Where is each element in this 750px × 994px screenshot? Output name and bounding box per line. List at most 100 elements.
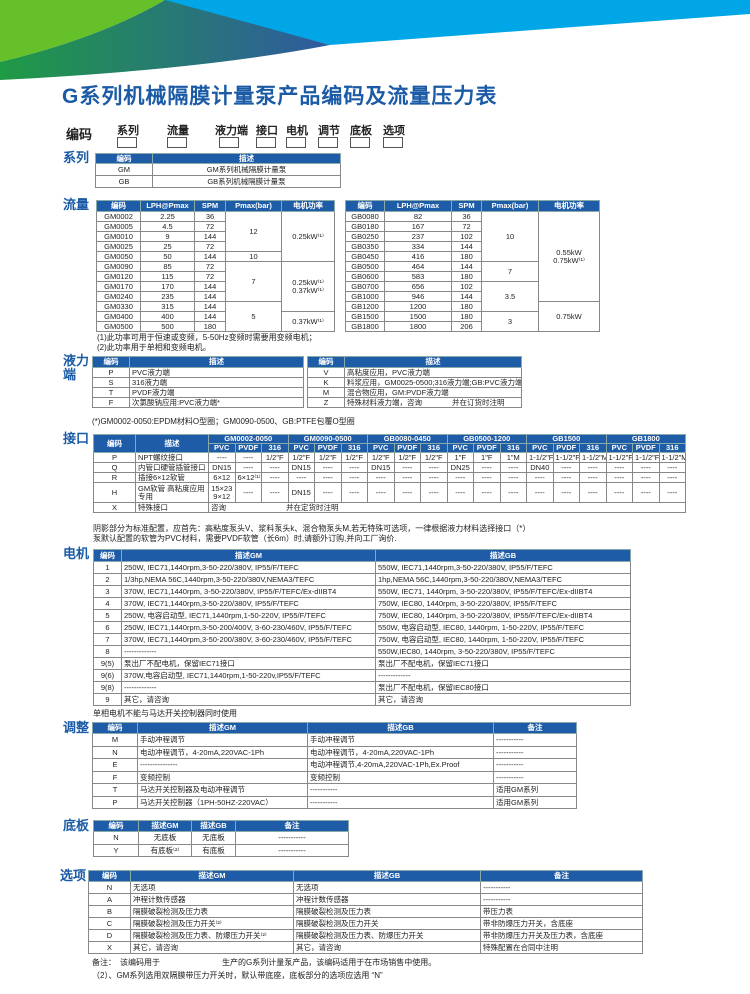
series-table: 编码 描述 GM GM系列机械隔膜计量泵 GB GB系列机械隔膜计量泵 (95, 153, 341, 188)
table-cell: 带压力表 (480, 905, 643, 918)
material-header: PVC (367, 443, 395, 453)
table-cell: ---- (632, 472, 660, 483)
code-field-label: 流量 (167, 125, 189, 137)
table-cell: ---- (340, 472, 368, 483)
table-cell: GB0700 (345, 281, 385, 292)
table-cell: 144 (194, 281, 226, 292)
table-cell: ---- (287, 472, 315, 483)
column-header: 描述GB (307, 722, 494, 734)
table-cell: 无选项 (130, 881, 294, 894)
section-baseplate-label: 底板 (63, 818, 90, 833)
material-header: PVDF (632, 443, 660, 453)
table-row: GM GM系列机械隔膜计量泵 (95, 163, 341, 176)
table-cell: 0.75kW (538, 301, 600, 332)
table-cell: 12 (225, 211, 282, 252)
table-cell: GB0350 (345, 241, 385, 252)
table-row: GB1200 1200 180 0.75kW (345, 301, 600, 332)
options-note-1a: 备注： 该编码用于 (92, 958, 160, 967)
code-field-box[interactable] (318, 137, 338, 148)
table-cell: 370W, IEC71,1440rpm, 3-50-220/380V, IP55… (121, 585, 376, 598)
table-cell: 1/3hp,NEMA 56C,1440rpm,3-50-220/380V,NEM… (121, 573, 376, 586)
table-row: A 冲程计数传感器 冲程计数传感器 ----------- (88, 893, 643, 906)
table-cell: GM0500 (96, 321, 141, 332)
table-cell: 144 (451, 241, 482, 252)
table-cell: 180 (194, 321, 226, 332)
table-cell: N (93, 831, 139, 845)
table-cell: 无底板 (138, 831, 192, 845)
table-cell: ---- (579, 462, 607, 473)
table-row: 9(6) 370W,电容启动型, IEC71,1440rpm,1-50-220v,… (93, 669, 631, 682)
table-cell: Z (307, 397, 345, 408)
table-cell: ---- (658, 462, 687, 473)
table-cell: 1/2"F (340, 452, 368, 463)
table-cell: 内管口硬管插管接口 (135, 462, 209, 473)
material-header: 316 (579, 443, 607, 453)
column-header: 描述GM (138, 820, 192, 832)
table-cell: P (92, 367, 130, 378)
table-cell: 1"F (446, 452, 475, 463)
table-row: 7 370W, IEC71,1440rpm,3-50-200/380V, 3-60… (93, 633, 631, 646)
table-cell: DN15 (287, 462, 315, 473)
connection-table: 编码 描述 GM0002-0050 GM0090-0500 GB0080-0450 GB0… (93, 434, 687, 513)
table-cell: 特殊接口 (135, 502, 209, 513)
material-header: PVDF (552, 443, 581, 453)
table-cell: 马达开关控制器及电动冲程调节 (137, 783, 308, 797)
material-header: PVDF (314, 443, 342, 453)
table-cell: 1800 (384, 321, 452, 332)
table-cell: 316液力端 (129, 377, 304, 388)
table-cell: ---- (605, 482, 634, 503)
table-row: 8 ------------- 550W,IEC80, 1440rpm, 3-50-… (93, 645, 631, 658)
code-field-box[interactable] (167, 137, 187, 148)
table-cell: 72 (451, 221, 482, 232)
table-cell: GM0090 (96, 261, 141, 272)
code-field-box[interactable] (350, 137, 370, 148)
section-motor-label: 电机 (63, 546, 90, 561)
group-header: GM0090-0500 (287, 434, 368, 444)
code-field-box[interactable] (286, 137, 306, 148)
table-cell: 416 (384, 251, 452, 262)
table-cell: GB1500 (345, 311, 385, 322)
table-cell: 36 (451, 211, 482, 222)
table-cell: 无底板 (191, 831, 236, 845)
column-header: 备注 (493, 722, 577, 734)
table-row: X 特殊接口 咨询 并在定货时注明 (93, 502, 687, 513)
table-cell: ---- (473, 472, 501, 483)
group-header: GB1800 (605, 434, 687, 444)
table-cell: 167 (384, 221, 452, 232)
table-cell: GM0330 (96, 301, 141, 312)
table-cell: ---- (340, 482, 368, 503)
table-cell: 72 (194, 241, 226, 252)
table-cell: 180 (451, 271, 482, 282)
code-field-box[interactable] (383, 137, 403, 148)
table-cell: 电动冲程调节，4-20mA,220VAC-1Ph (137, 745, 308, 759)
table-cell: 144 (194, 301, 226, 312)
table-row: V 高粘度应用，PVC液力端 (307, 367, 522, 378)
table-cell: M (307, 387, 345, 398)
table-cell: ---- (420, 482, 448, 503)
table-cell: GM0170 (96, 281, 141, 292)
table-cell: 550W,IEC80, 1440rpm, 3-50-220/380V, IP55… (375, 645, 631, 658)
table-cell: 其它，请咨询 (130, 941, 294, 954)
code-field-box[interactable] (117, 137, 137, 148)
table-cell: 250W, IEC71,1440rpm,3-50-220/380V, IP55/… (121, 561, 376, 574)
code-field-box[interactable] (256, 137, 276, 148)
column-header: LPH@Pmax (384, 200, 452, 212)
table-cell: 72 (194, 261, 226, 272)
table-cell: ---- (526, 472, 554, 483)
column-header: 描述 (129, 356, 304, 368)
table-cell: 隔膜破裂检测及压力表、防爆压力开关⁽²⁾ (130, 929, 294, 942)
table-row: H GM软管 高粘度应用专用 15×23 9×12 ---- ---- DN15 ---- -… (93, 482, 687, 503)
table-cell: 235 (140, 291, 195, 302)
table-row: K 料浆应用，GM0025-0500;316液力端;GB:PVC液力端 (307, 377, 522, 388)
table-header-row: 编码 描述 GM0002-0050 GM0090-0500 GB0080-0450 GB0… (93, 434, 687, 453)
table-cell: ----------- (480, 881, 643, 894)
table-cell: ---- (367, 482, 395, 503)
table-cell: 180 (451, 311, 482, 322)
code-field-box[interactable] (219, 137, 239, 148)
material-header: 316 (261, 443, 289, 453)
table-cell: M (92, 733, 138, 747)
table-cell: D (88, 929, 131, 942)
connection-note-2: 泵默认配置的软管为PVC材料，需要PVDF软管（长6m）时,请额外订购,并向工厂… (93, 534, 397, 543)
table-cell: ---- (446, 472, 475, 483)
table-cell: GM0010 (96, 231, 141, 242)
